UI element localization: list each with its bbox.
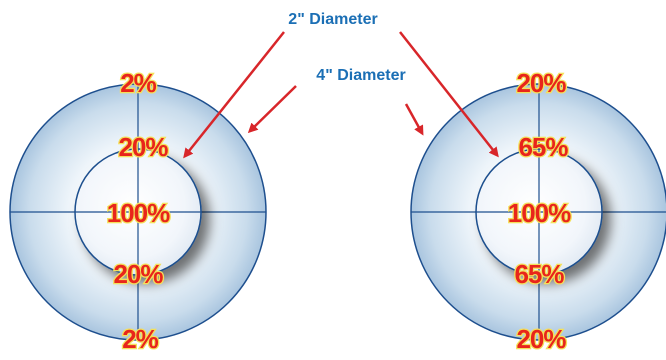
left-outer-ring-percent: 20% (118, 132, 168, 162)
right-outer-edge-percent: 20% (516, 68, 566, 98)
right-target: 20% 65% 100% 65% 20% (410, 67, 666, 355)
arrow-two-inch-left (183, 31, 285, 159)
left-bottom-edge-percent: 2% (122, 324, 158, 354)
arrow-four-inch-left (247, 85, 297, 134)
arrow-two-inch-right (399, 31, 499, 158)
right-bottom-edge-percent: 20% (516, 324, 566, 354)
four-inch-diameter-label: 4" Diameter (316, 67, 405, 84)
left-center-percent: 100% (107, 198, 170, 228)
right-inner-ring-percent: 65% (514, 259, 564, 289)
right-outer-ring-percent: 65% (518, 132, 568, 162)
arrow-four-inch-right (404, 103, 424, 136)
left-target: 2% 20% 100% 20% 2% (9, 67, 267, 355)
right-center-percent: 100% (508, 198, 571, 228)
two-inch-diameter-label: 2" Diameter (288, 11, 377, 28)
left-inner-ring-percent: 20% (113, 259, 163, 289)
left-outer-edge-percent: 2% (120, 68, 156, 98)
